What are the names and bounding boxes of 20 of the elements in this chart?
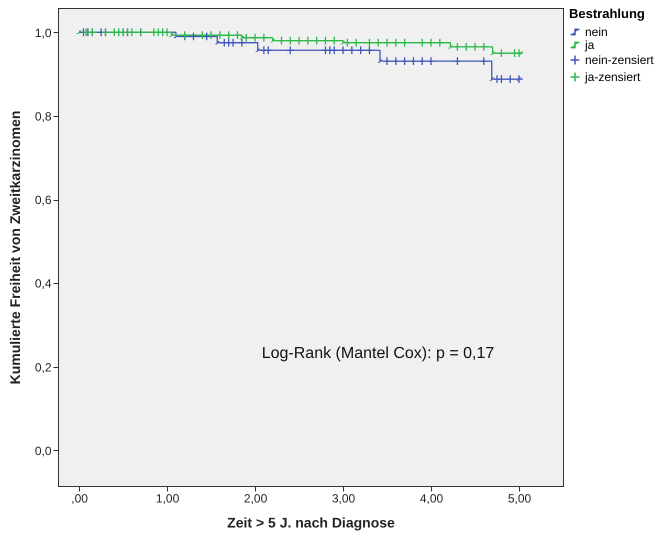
legend-label: ja-zensiert — [584, 70, 642, 84]
y-tick-label: 0,0 — [34, 444, 52, 458]
annotation: Log-Rank (Mantel Cox): p = 0,17 — [262, 345, 494, 362]
legend-title: Bestrahlung — [569, 6, 645, 21]
y-tick-label: 1,0 — [34, 26, 52, 40]
x-tick-label: 3,00 — [332, 492, 356, 506]
x-axis-title: Zeit > 5 J. nach Diagnose — [227, 514, 396, 530]
y-tick-label: 0,4 — [34, 276, 52, 291]
legend-label: nein-zensiert — [585, 53, 654, 67]
x-tick-label: 4,00 — [420, 492, 444, 506]
x-tick-label: ,00 — [71, 492, 88, 506]
y-tick-label: 0,6 — [34, 193, 52, 208]
legend-label: nein — [585, 25, 608, 39]
y-tick-label: 0,8 — [34, 109, 52, 124]
y-tick-label: 0,2 — [34, 360, 52, 374]
x-tick-label: 5,00 — [508, 492, 532, 506]
x-tick-label: 1,00 — [156, 492, 180, 506]
x-tick-label: 2,00 — [244, 492, 268, 506]
legend-label: ja — [584, 38, 595, 52]
y-axis-title: Kumulierte Freiheit von Zweitkarzinomen — [6, 110, 23, 384]
